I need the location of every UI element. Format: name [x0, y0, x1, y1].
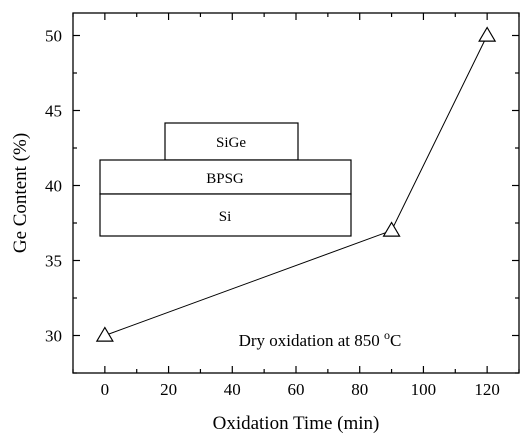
y-tick-label: 50 [45, 27, 62, 46]
sige-layer [164, 122, 299, 161]
y-axis-label: Ge Content (%) [10, 133, 31, 253]
x-tick-label: 120 [474, 380, 500, 399]
x-tick-label: 40 [224, 380, 241, 399]
layer-stack-inset: SiGe BPSG Si [99, 122, 352, 237]
y-tick-label: 45 [45, 102, 62, 121]
x-tick-label: 20 [160, 380, 177, 399]
x-tick-label: 100 [411, 380, 437, 399]
y-tick-label: 30 [45, 327, 62, 346]
y-tick-label: 35 [45, 252, 62, 271]
bpsg-layer [99, 159, 352, 195]
bpsg-layer-label: BPSG [206, 171, 244, 187]
si-layer [99, 193, 352, 237]
tick-labels: 0 20 40 60 80 100 120 30 35 40 45 50 [45, 27, 500, 400]
x-tick-label: 60 [288, 380, 305, 399]
si-layer-label: Si [219, 209, 232, 225]
axis-ticks [72, 13, 520, 374]
data-point-marker [382, 221, 401, 237]
x-axis-label: Oxidation Time (min) [213, 413, 380, 434]
data-point-marker [478, 26, 497, 42]
y-tick-label: 40 [45, 177, 62, 196]
data-point-marker [95, 326, 114, 342]
annotation-text: Dry oxidation at 850 oC [239, 328, 402, 350]
x-tick-label: 0 [101, 380, 110, 399]
x-tick-label: 80 [351, 380, 368, 399]
data-markers [95, 26, 497, 342]
sige-layer-label: SiGe [216, 135, 246, 151]
